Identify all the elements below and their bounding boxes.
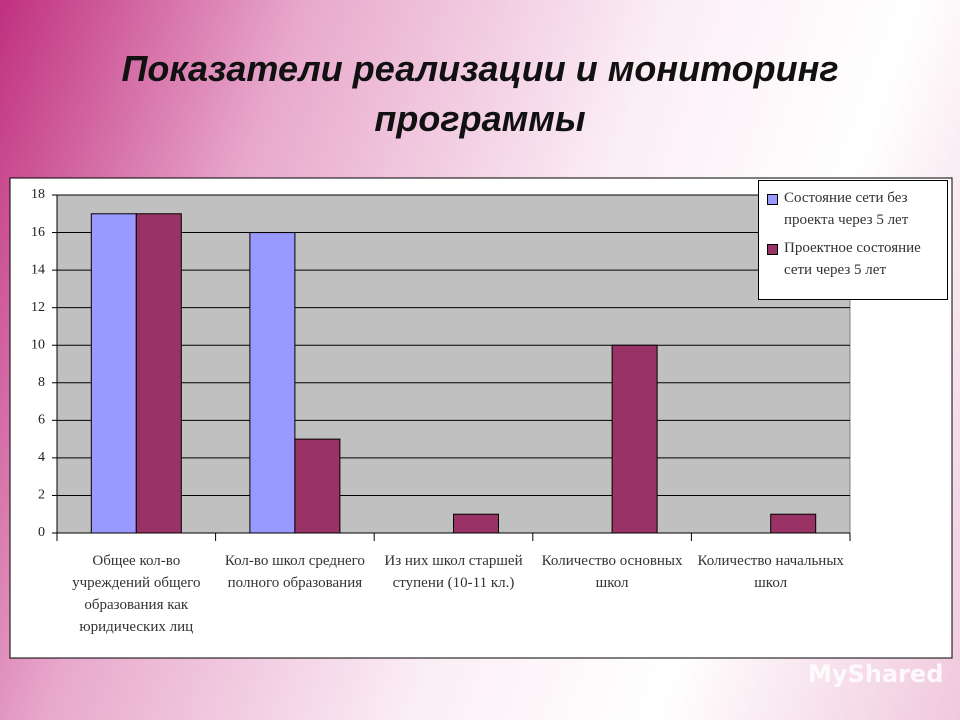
legend-swatch <box>767 244 778 255</box>
y-tick-label: 16 <box>31 225 45 240</box>
x-tick-label: Из них школ старшей ступени (10-11 кл.) <box>384 553 523 591</box>
x-tick-label: Количество начальных школ <box>697 553 844 591</box>
y-tick-label: 4 <box>38 450 45 465</box>
plot-area <box>56 194 851 534</box>
bar <box>453 513 499 534</box>
legend-label: Проектное состояние сети через 5 лет <box>784 240 921 278</box>
y-tick-label: 14 <box>31 262 45 277</box>
y-tick-label: 2 <box>38 488 45 503</box>
bar <box>770 513 817 534</box>
legend: Состояние сети без проекта через 5 лет Пр… <box>758 180 948 300</box>
legend-label: Состояние сети без проекта через 5 лет <box>784 190 909 228</box>
legend-swatch <box>767 194 778 205</box>
y-tick-label: 18 <box>31 187 45 202</box>
y-tick-label: 10 <box>31 337 45 352</box>
x-tick-label: Кол-во школ среднего полного образования <box>224 553 365 591</box>
bar <box>90 213 137 534</box>
y-tick-label: 8 <box>38 375 45 390</box>
bar <box>135 213 182 534</box>
bar <box>611 344 658 534</box>
legend-item: Проектное состояние сети через 5 лет <box>763 237 943 281</box>
y-tick-label: 6 <box>38 413 45 428</box>
legend-item: Состояние сети без проекта через 5 лет <box>763 187 943 231</box>
watermark: MyShared <box>808 660 944 688</box>
chart-title: Показатели реализации и мониторинг прогр… <box>121 48 839 139</box>
x-tick-label: Общее кол-во учреждений общего образован… <box>72 553 201 635</box>
y-tick-label: 12 <box>31 300 45 315</box>
bar <box>294 438 341 534</box>
x-tick-label: Количество основных школ <box>541 553 683 591</box>
bar <box>249 232 296 534</box>
y-tick-label: 0 <box>38 525 45 540</box>
